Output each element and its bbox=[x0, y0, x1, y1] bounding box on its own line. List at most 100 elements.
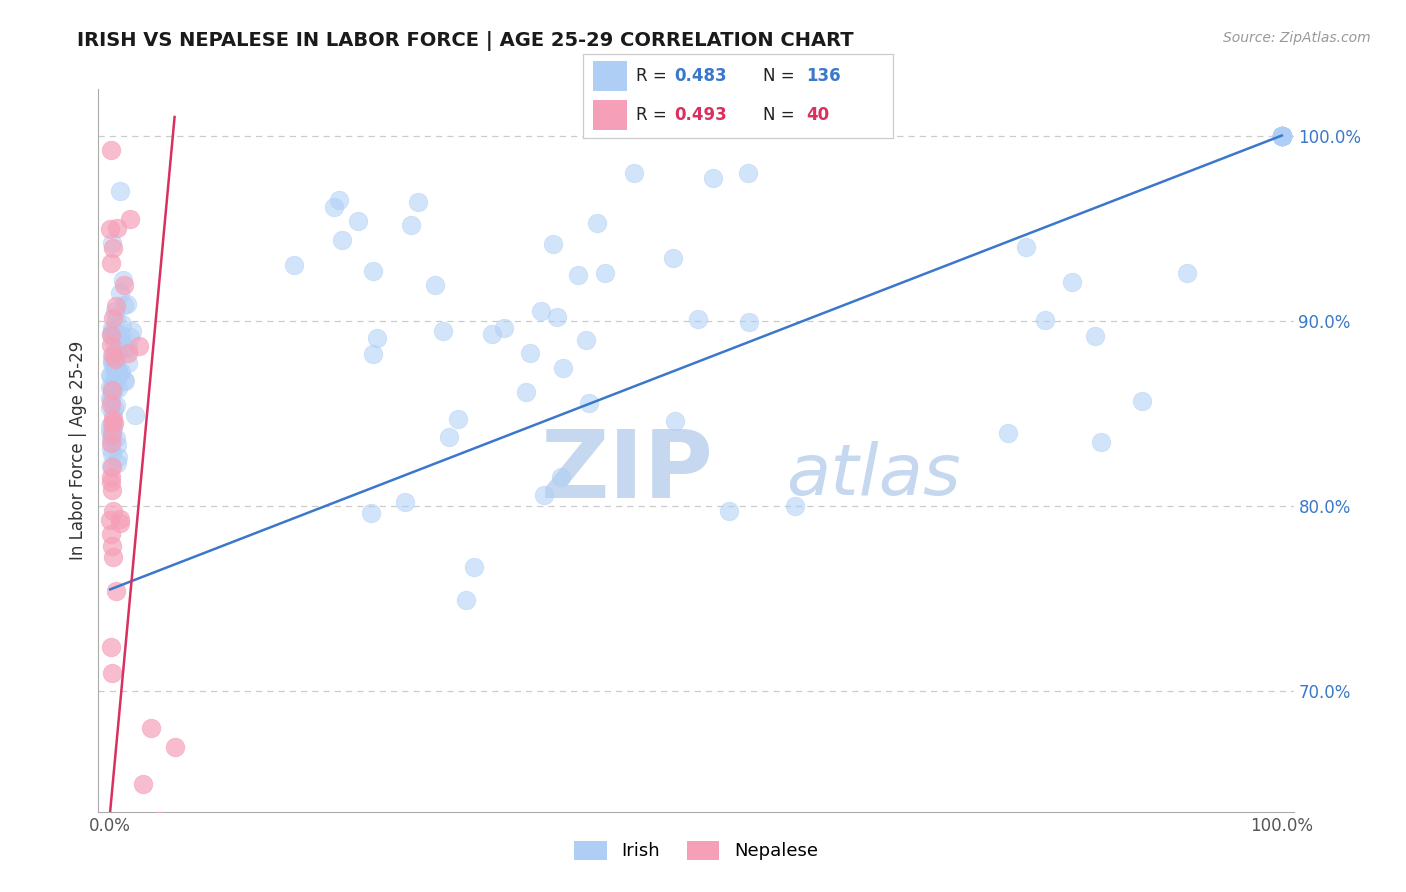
Point bbox=[702, 170, 724, 185]
Point bbox=[546, 310, 568, 325]
Point bbox=[108, 184, 131, 198]
Point bbox=[107, 382, 129, 396]
Point bbox=[112, 298, 135, 312]
Point bbox=[98, 222, 121, 236]
Point bbox=[105, 456, 128, 470]
Point bbox=[578, 396, 600, 410]
Point bbox=[567, 268, 589, 282]
Point bbox=[101, 379, 124, 393]
Point bbox=[103, 348, 125, 362]
Point bbox=[737, 165, 759, 179]
Point bbox=[101, 447, 124, 461]
Point bbox=[121, 324, 143, 338]
Point bbox=[595, 266, 617, 280]
Point bbox=[104, 359, 127, 373]
Point bbox=[330, 233, 353, 247]
Point bbox=[100, 338, 122, 352]
Point bbox=[105, 360, 128, 375]
Bar bbox=[593, 62, 627, 91]
Point bbox=[117, 341, 139, 355]
Point bbox=[100, 396, 122, 410]
Point bbox=[110, 365, 132, 379]
Point bbox=[1130, 394, 1153, 409]
Point bbox=[1271, 128, 1294, 143]
Point bbox=[101, 419, 124, 434]
Point bbox=[361, 347, 384, 361]
Point bbox=[100, 356, 122, 370]
Point bbox=[101, 539, 124, 553]
Point bbox=[100, 143, 122, 157]
Point bbox=[101, 324, 124, 338]
Point bbox=[100, 442, 122, 457]
Point bbox=[163, 739, 186, 754]
Point bbox=[1271, 128, 1294, 143]
Point bbox=[117, 346, 139, 360]
Point bbox=[785, 499, 807, 513]
Point bbox=[101, 327, 124, 342]
Point bbox=[100, 383, 122, 397]
Point bbox=[454, 593, 477, 607]
Point bbox=[108, 516, 131, 530]
Point bbox=[101, 412, 124, 426]
Point bbox=[463, 560, 485, 574]
Point bbox=[104, 583, 127, 598]
Point bbox=[100, 436, 122, 450]
Point bbox=[543, 236, 565, 251]
Point bbox=[100, 380, 122, 394]
Point bbox=[103, 416, 125, 430]
Point bbox=[1271, 128, 1294, 143]
Point bbox=[148, 814, 170, 828]
Text: IRISH VS NEPALESE IN LABOR FORCE | AGE 25-29 CORRELATION CHART: IRISH VS NEPALESE IN LABOR FORCE | AGE 2… bbox=[77, 31, 853, 51]
Point bbox=[347, 214, 370, 228]
Point bbox=[108, 286, 131, 301]
Point bbox=[100, 475, 122, 490]
Point bbox=[101, 427, 124, 442]
Point bbox=[107, 329, 129, 343]
Point bbox=[1271, 128, 1294, 143]
Point bbox=[104, 304, 127, 318]
Point bbox=[101, 355, 124, 369]
Point bbox=[1271, 128, 1294, 143]
Point bbox=[120, 211, 141, 226]
Point bbox=[664, 414, 686, 428]
Point bbox=[101, 235, 124, 250]
Point bbox=[101, 420, 124, 434]
Point bbox=[104, 345, 127, 359]
Point bbox=[366, 331, 388, 345]
Point bbox=[1084, 328, 1107, 343]
Point bbox=[103, 334, 125, 349]
Point bbox=[103, 362, 125, 376]
Point bbox=[738, 314, 761, 328]
Point bbox=[101, 550, 124, 565]
Point bbox=[1271, 128, 1294, 143]
Point bbox=[104, 299, 127, 313]
Point bbox=[107, 450, 129, 464]
Point bbox=[492, 321, 515, 335]
Point bbox=[1271, 128, 1294, 143]
Point bbox=[108, 512, 131, 526]
Point bbox=[103, 401, 125, 415]
Point bbox=[112, 278, 135, 293]
Point bbox=[1175, 266, 1198, 280]
Point bbox=[101, 352, 124, 367]
Point bbox=[519, 346, 541, 360]
Point bbox=[111, 328, 134, 343]
Point bbox=[111, 341, 134, 355]
Point bbox=[718, 504, 741, 518]
Point bbox=[112, 373, 135, 387]
Point bbox=[101, 348, 124, 362]
Point bbox=[101, 504, 124, 518]
Point bbox=[100, 640, 122, 654]
Point bbox=[103, 382, 125, 396]
Point bbox=[1271, 128, 1294, 143]
Point bbox=[1271, 128, 1294, 143]
Point bbox=[98, 425, 121, 440]
Point bbox=[101, 460, 124, 475]
Point bbox=[1271, 128, 1294, 143]
Point bbox=[128, 339, 150, 353]
Point bbox=[101, 434, 124, 449]
Point bbox=[114, 374, 136, 388]
Point bbox=[530, 303, 553, 318]
Point bbox=[551, 360, 574, 375]
Point bbox=[100, 432, 122, 446]
